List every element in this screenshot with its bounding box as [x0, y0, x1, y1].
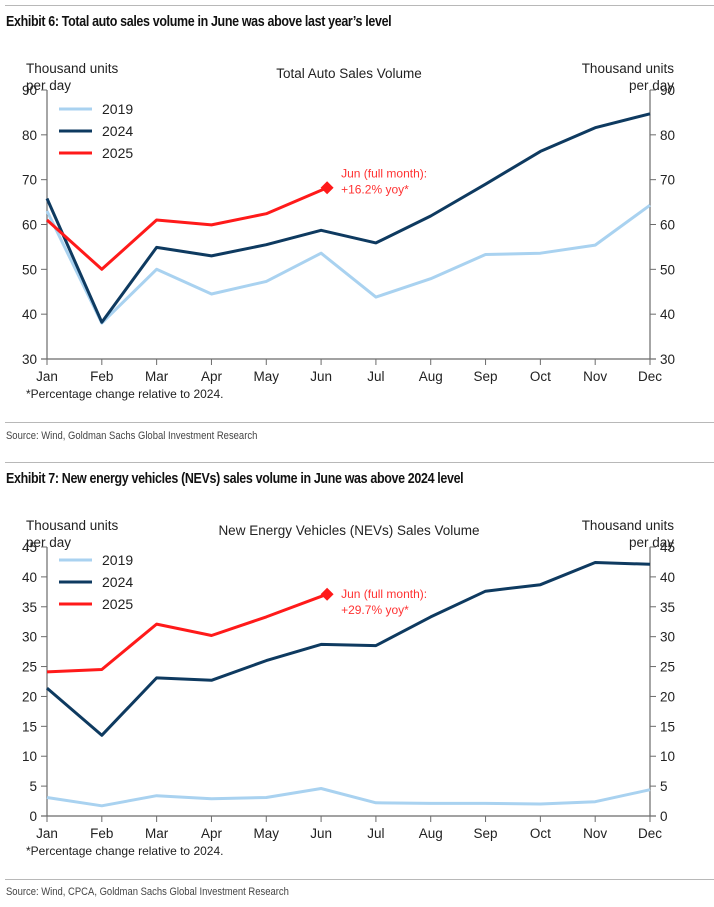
annotation-diamond-marker	[320, 587, 334, 601]
series-line-2024	[46, 561, 651, 737]
y-tick-label-left: 30	[22, 352, 37, 367]
y-tick-label-right: 40	[660, 307, 675, 322]
x-tick-label: Oct	[530, 826, 551, 841]
y-tick-label-left: 40	[22, 570, 37, 585]
y-tick-label-left: 5	[29, 779, 37, 794]
x-tick-label: Jan	[36, 826, 58, 841]
series-line-2024	[45, 112, 651, 324]
annotation-diamond-marker	[320, 181, 334, 195]
y-tick-label-right: 15	[660, 719, 675, 734]
chart-nev-sales: Thousand units per day Thousand units per d…	[22, 518, 675, 858]
footnote: *Percentage change relative to 2024.	[26, 844, 223, 858]
x-tick-label: Sep	[474, 826, 498, 841]
y-axis-label-left: Thousand units	[26, 518, 119, 533]
footnote: *Percentage change relative to 2024.	[26, 387, 223, 401]
y-tick-label-right: 30	[660, 630, 675, 645]
x-tick-label: Aug	[419, 826, 443, 841]
annotation-text: Jun (full month):	[341, 587, 427, 601]
x-tick-label: Jul	[367, 826, 384, 841]
y-tick-label-right: 10	[660, 749, 675, 764]
y-axis-label-right: per day	[629, 535, 674, 550]
x-tick-label: May	[254, 369, 280, 384]
y-tick-label-left: 90	[22, 83, 37, 98]
y-tick-label-left: 20	[22, 689, 37, 704]
legend-label-2025: 2025	[102, 596, 133, 612]
y-axis-label-right: per day	[629, 78, 674, 93]
x-tick-label: Jul	[367, 369, 384, 384]
y-tick-label-left: 40	[22, 307, 37, 322]
annotation-text: Jun (full month):	[341, 167, 427, 181]
exhibit-7-source: Source: Wind, CPCA, Goldman Sachs Global…	[6, 886, 289, 898]
annotation-text: +29.7% yoy*	[341, 603, 409, 617]
y-tick-label-right: 30	[660, 352, 675, 367]
y-tick-label-left: 60	[22, 218, 37, 233]
y-axis-label-left: per day	[26, 78, 71, 93]
exhibit-7-source-rule	[5, 879, 714, 880]
y-tick-label-right: 25	[660, 660, 675, 675]
y-tick-label-right: 0	[660, 809, 668, 824]
y-tick-label-right: 35	[660, 600, 675, 615]
y-axis-label-left: per day	[26, 535, 71, 550]
y-tick-label-left: 35	[22, 600, 37, 615]
legend-label-2025: 2025	[102, 145, 133, 161]
y-tick-label-right: 90	[660, 83, 675, 98]
x-tick-label: Apr	[201, 369, 223, 384]
legend-label-2024: 2024	[102, 574, 133, 590]
y-tick-label-left: 10	[22, 749, 37, 764]
x-tick-label: Mar	[145, 369, 169, 384]
chart-title: New Energy Vehicles (NEVs) Sales Volume	[218, 523, 479, 538]
x-tick-label: Feb	[90, 826, 113, 841]
series-line-2025	[45, 186, 328, 271]
x-tick-label: Jan	[36, 369, 58, 384]
top-rule	[5, 5, 714, 6]
x-tick-label: Jun	[310, 826, 332, 841]
y-tick-label-right: 40	[660, 570, 675, 585]
chart-title: Total Auto Sales Volume	[276, 66, 422, 81]
x-tick-label: Nov	[583, 369, 607, 384]
exhibit-6-source-rule	[5, 422, 714, 423]
x-tick-label: Oct	[530, 369, 551, 384]
y-tick-label-left: 45	[22, 540, 37, 555]
legend-label-2019: 2019	[102, 552, 133, 568]
y-axis-label-right: Thousand units	[582, 518, 675, 533]
y-tick-label-right: 60	[660, 218, 675, 233]
y-tick-label-left: 25	[22, 660, 37, 675]
x-tick-label: Dec	[638, 369, 662, 384]
series-line-2019	[46, 787, 651, 808]
series-line-2025	[46, 592, 328, 674]
x-tick-label: Feb	[90, 369, 113, 384]
y-tick-label-left: 50	[22, 262, 37, 277]
x-tick-label: Jun	[310, 369, 332, 384]
series-line-2019	[45, 203, 651, 325]
x-tick-label: Dec	[638, 826, 662, 841]
exhibit-7-title: Exhibit 7: New energy vehicles (NEVs) sa…	[6, 471, 464, 487]
legend-label-2019: 2019	[102, 101, 133, 117]
x-tick-label: May	[254, 826, 280, 841]
y-tick-label-right: 70	[660, 173, 675, 188]
y-tick-label-right: 45	[660, 540, 675, 555]
legend-label-2024: 2024	[102, 123, 133, 139]
x-tick-label: Mar	[145, 826, 169, 841]
y-axis-label-left: Thousand units	[26, 61, 119, 76]
x-tick-label: Nov	[583, 826, 607, 841]
y-tick-label-right: 50	[660, 262, 675, 277]
x-tick-label: Aug	[419, 369, 443, 384]
chart-total-auto-sales: Thousand units per day Thousand units per d…	[22, 61, 675, 401]
y-tick-label-right: 80	[660, 128, 675, 143]
exhibit-separator-rule	[5, 462, 714, 463]
y-tick-label-left: 70	[22, 173, 37, 188]
y-tick-label-left: 30	[22, 630, 37, 645]
x-tick-label: Sep	[474, 369, 498, 384]
y-tick-label-left: 0	[29, 809, 37, 824]
y-tick-label-left: 15	[22, 719, 37, 734]
annotation-text: +16.2% yoy*	[341, 183, 409, 197]
exhibit-6-title: Exhibit 6: Total auto sales volume in Ju…	[6, 14, 392, 30]
y-tick-label-right: 20	[660, 689, 675, 704]
y-tick-label-right: 5	[660, 779, 668, 794]
x-tick-label: Apr	[201, 826, 223, 841]
exhibit-6-source: Source: Wind, Goldman Sachs Global Inves…	[6, 430, 258, 442]
y-tick-label-left: 80	[22, 128, 37, 143]
y-axis-label-right: Thousand units	[582, 61, 675, 76]
